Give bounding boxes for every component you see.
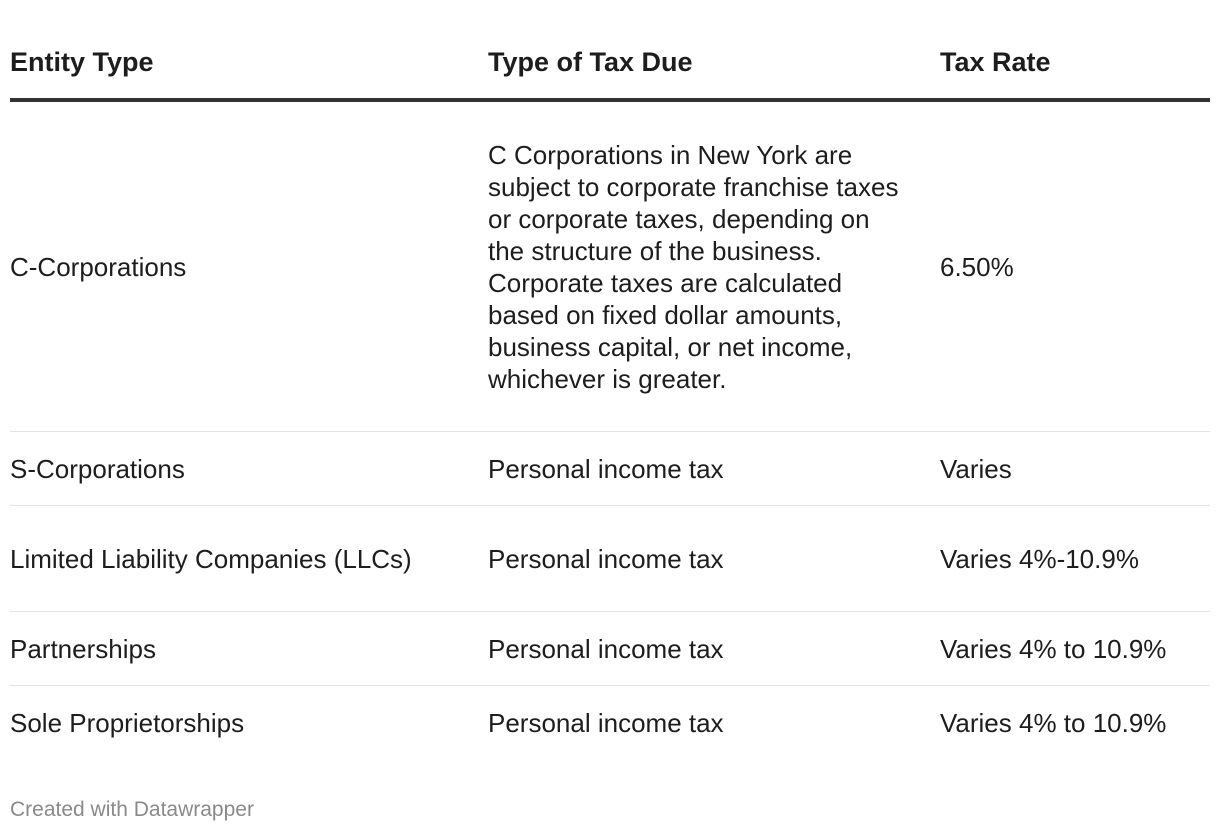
- entity-type-cell: C-Corporations: [10, 251, 187, 282]
- tax-due-cell: Personal income tax: [488, 633, 724, 664]
- table-row: S-Corporations Personal income tax Varie…: [10, 432, 1210, 506]
- column-header-entity-type[interactable]: Entity Type: [10, 47, 154, 77]
- entity-type-cell: Sole Proprietorships: [10, 708, 245, 738]
- tax-table: Entity Type Type of Tax Due Tax Rate C-C…: [10, 0, 1210, 760]
- tax-due-cell: C Corporations in New York are subject t…: [488, 139, 899, 394]
- tax-due-cell: Personal income tax: [488, 543, 724, 574]
- column-header-tax-rate[interactable]: Tax Rate: [940, 47, 1051, 77]
- tax-rate-cell: Varies 4% to 10.9%: [940, 633, 1167, 664]
- table-row: Sole Proprietorships Personal income tax…: [10, 686, 1210, 760]
- column-header-type-of-tax-due[interactable]: Type of Tax Due: [488, 47, 693, 77]
- table-row: C-Corporations C Corporations in New Yor…: [10, 102, 1210, 432]
- tax-rate-cell: Varies: [940, 453, 1012, 484]
- tax-rate-cell: Varies 4% to 10.9%: [940, 708, 1167, 738]
- table-row: Partnerships Personal income tax Varies …: [10, 612, 1210, 686]
- table-header-row: Entity Type Type of Tax Due Tax Rate: [10, 0, 1210, 102]
- entity-type-cell: Partnerships: [10, 633, 156, 664]
- tax-due-cell: Personal income tax: [488, 708, 724, 738]
- datawrapper-credit: Created with Datawrapper: [10, 798, 254, 821]
- table-row: Limited Liability Companies (LLCs) Perso…: [10, 506, 1210, 612]
- tax-rate-cell: Varies 4%-10.9%: [940, 543, 1139, 574]
- tax-due-cell: Personal income tax: [488, 453, 724, 484]
- tax-rate-cell: 6.50%: [940, 251, 1014, 282]
- entity-type-cell: S-Corporations: [10, 453, 185, 484]
- entity-type-cell: Limited Liability Companies (LLCs): [10, 543, 412, 574]
